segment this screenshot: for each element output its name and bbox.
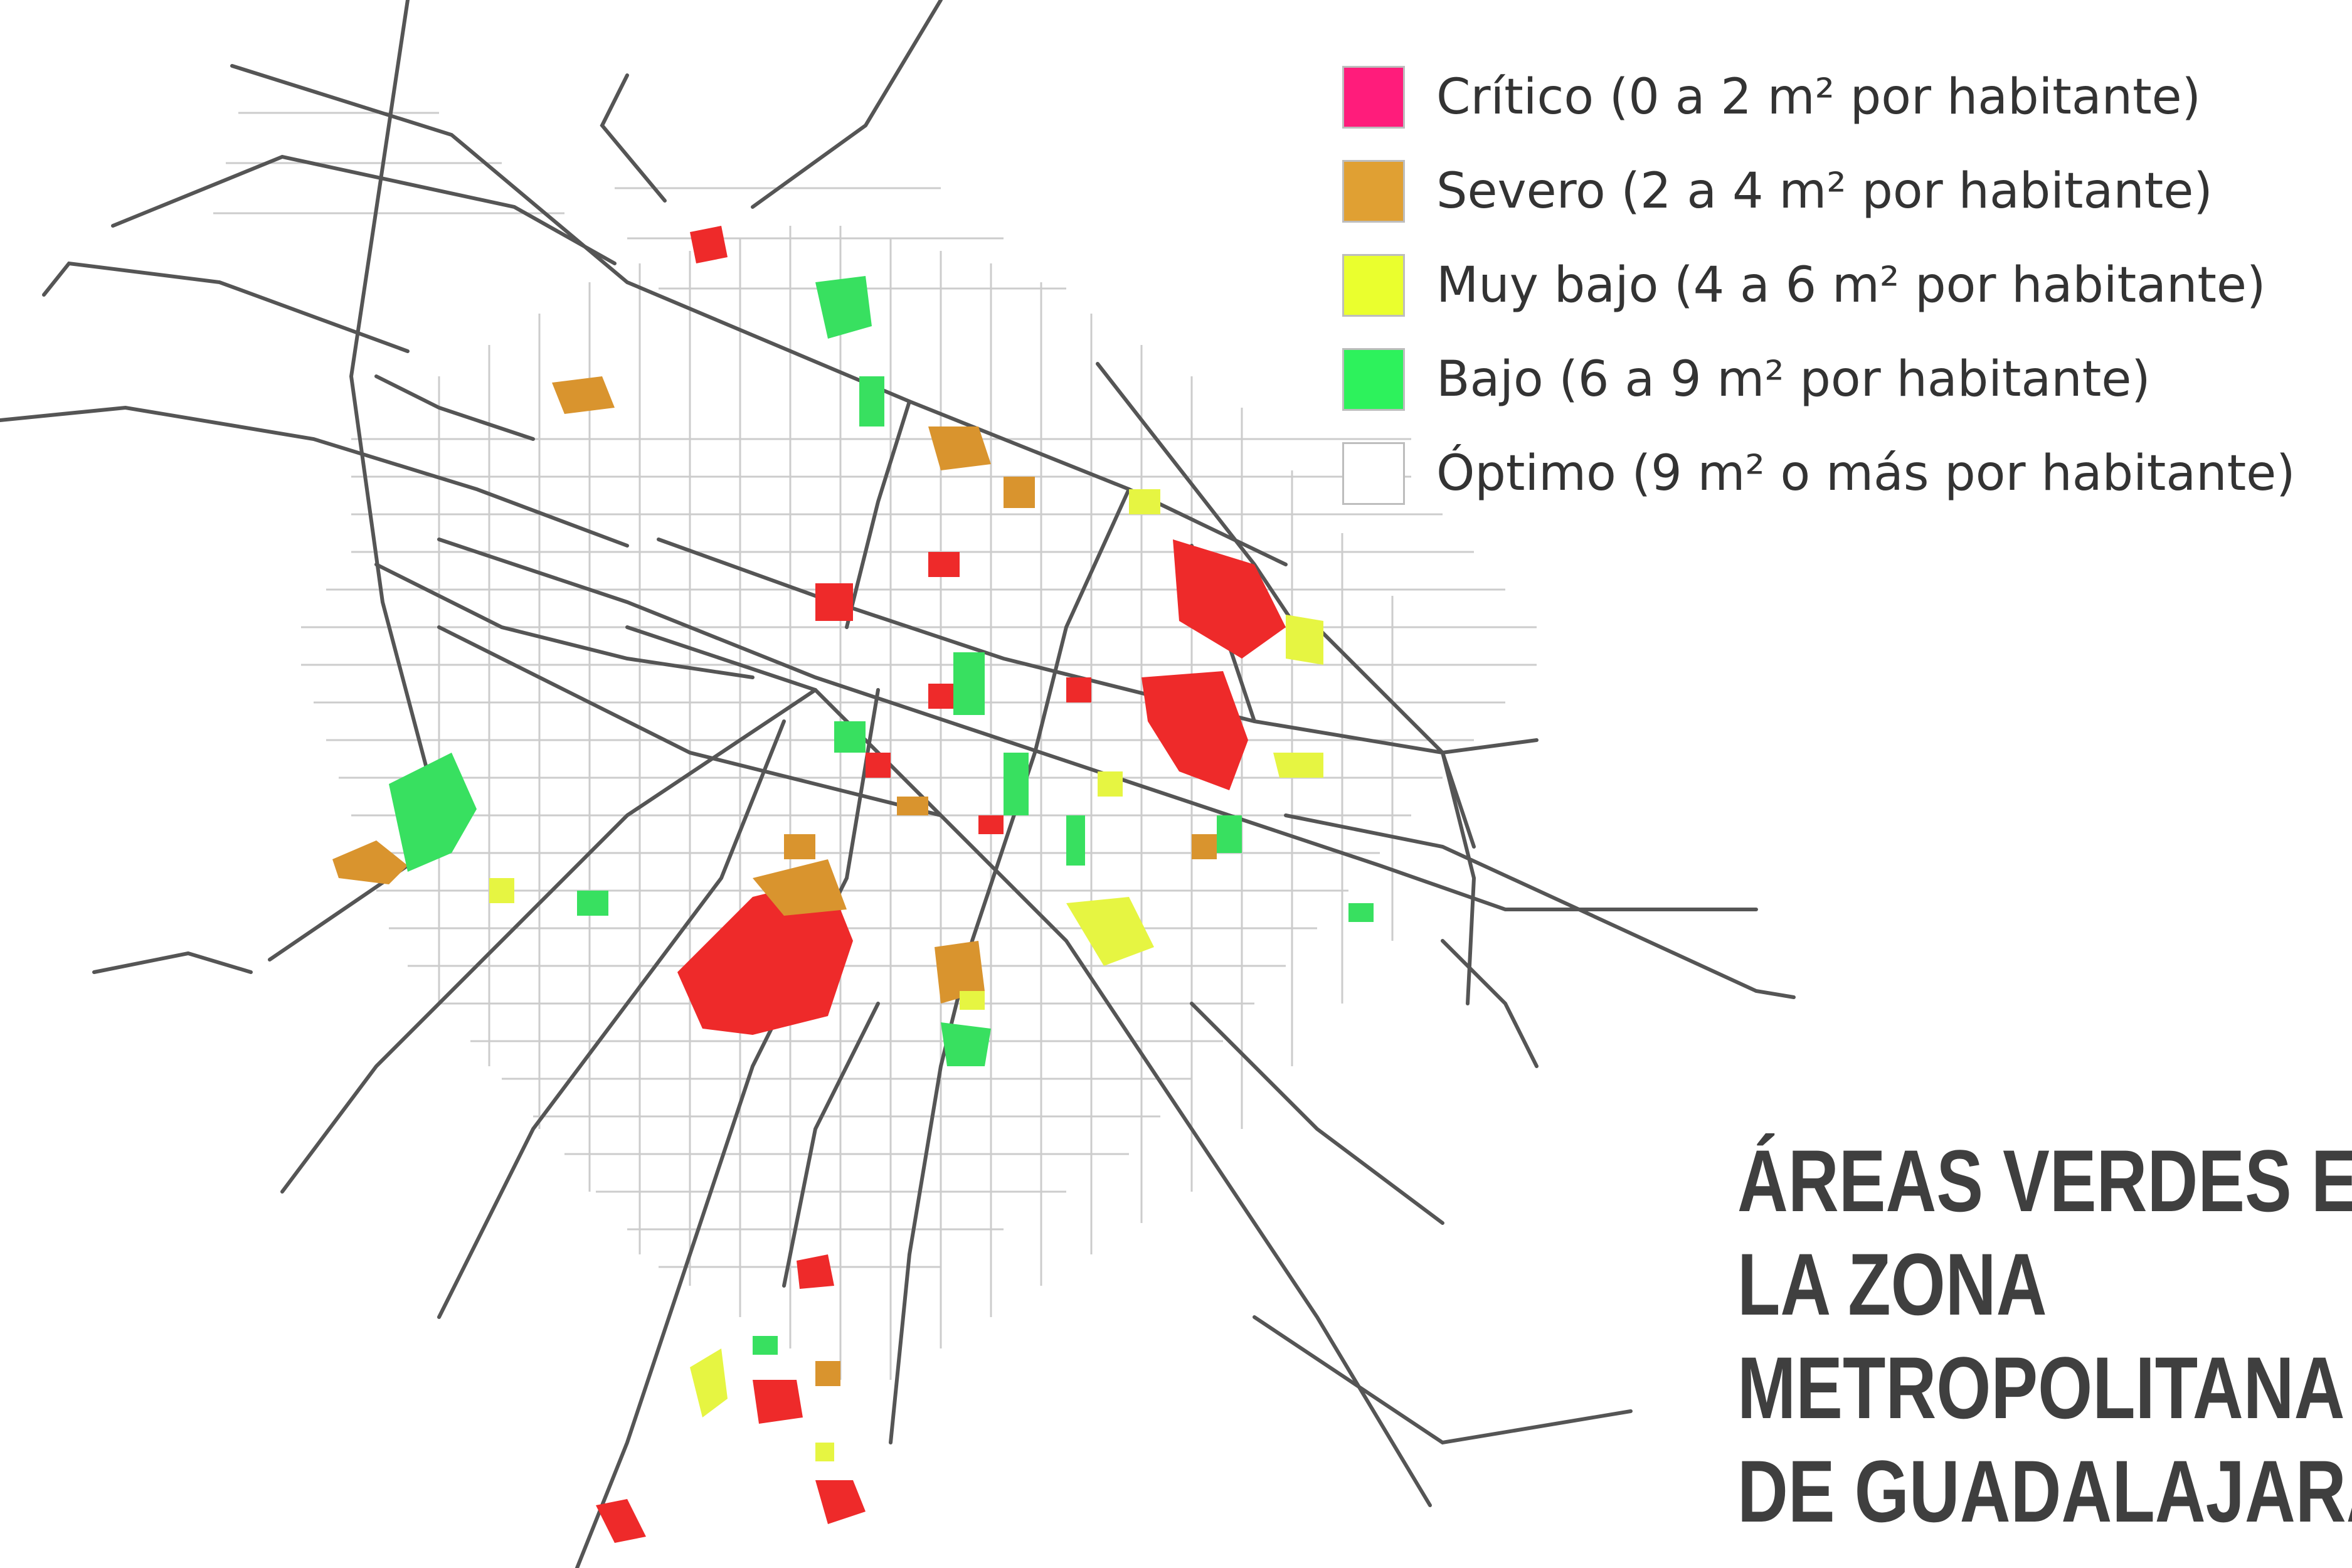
legend-item-bajo: Bajo (6 a 9 m² por habitante) <box>1342 342 2296 417</box>
legend-item-critico: Crítico (0 a 2 m² por habitante) <box>1342 60 2296 135</box>
street-network <box>213 112 1537 1380</box>
muy-bajo-zones <box>489 489 1323 1461</box>
severo-zones <box>332 376 1217 1386</box>
legend-swatch-severo <box>1342 160 1405 223</box>
legend-label-muy-bajo: Muy bajo (4 a 6 m² por habitante) <box>1436 257 2266 314</box>
legend-swatch-bajo <box>1342 348 1405 411</box>
legend-label-bajo: Bajo (6 a 9 m² por habitante) <box>1436 351 2151 408</box>
legend-swatch-optimo <box>1342 442 1405 505</box>
legend-label-optimo: Óptimo (9 m² o más por habitante) <box>1436 445 2296 502</box>
legend-label-critico: Crítico (0 a 2 m² por habitante) <box>1436 69 2201 125</box>
legend-item-muy-bajo: Muy bajo (4 a 6 m² por habitante) <box>1342 248 2296 323</box>
legend-swatch-muy-bajo <box>1342 254 1405 317</box>
critico-zones <box>596 226 1286 1543</box>
map-title-line-4: DE GUADALAJARA <box>1737 1442 2352 1540</box>
legend-label-severo: Severo (2 a 4 m² por habitante) <box>1436 163 2213 220</box>
map-title: ÁREAS VERDES EN LA ZONA METROPOLITANA DE… <box>1737 1129 2352 1543</box>
legend-item-optimo: Óptimo (9 m² o más por habitante) <box>1342 436 2296 511</box>
map-title-line-3: METROPOLITANA <box>1737 1338 2345 1437</box>
map-title-line-1: ÁREAS VERDES EN <box>1737 1131 2352 1230</box>
legend-swatch-critico <box>1342 66 1405 129</box>
legend: Crítico (0 a 2 m² por habitante) Severo … <box>1342 60 2296 530</box>
map-title-line-2: LA ZONA <box>1737 1235 2047 1333</box>
bajo-zones <box>389 276 1374 1355</box>
legend-item-severo: Severo (2 a 4 m² por habitante) <box>1342 154 2296 229</box>
